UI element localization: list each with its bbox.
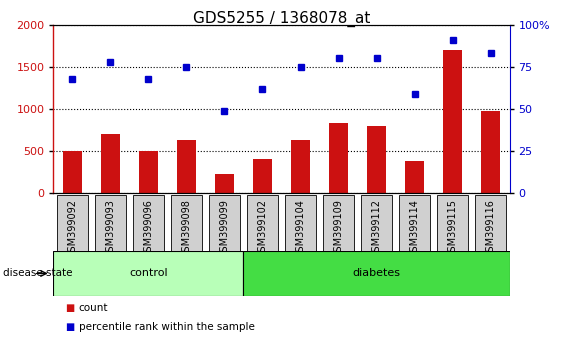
- Text: percentile rank within the sample: percentile rank within the sample: [79, 322, 254, 332]
- Bar: [209, 195, 240, 251]
- Bar: [215, 173, 234, 193]
- Text: GSM399102: GSM399102: [257, 199, 267, 258]
- Bar: [399, 195, 430, 251]
- Bar: [443, 50, 462, 193]
- Text: GDS5255 / 1368078_at: GDS5255 / 1368078_at: [193, 11, 370, 27]
- Text: ■: ■: [65, 303, 74, 313]
- Text: GSM399099: GSM399099: [220, 199, 230, 258]
- Text: GSM399112: GSM399112: [372, 199, 382, 258]
- Bar: [437, 195, 468, 251]
- Bar: [405, 161, 424, 193]
- Bar: [171, 195, 202, 251]
- Bar: [101, 134, 120, 193]
- Bar: [253, 159, 272, 193]
- Text: GSM399093: GSM399093: [105, 199, 115, 258]
- Bar: [475, 195, 506, 251]
- Bar: [367, 126, 386, 193]
- Text: GSM399096: GSM399096: [144, 199, 154, 258]
- Text: diabetes: diabetes: [352, 268, 400, 279]
- Bar: [481, 112, 500, 193]
- Bar: [53, 251, 243, 296]
- Text: GSM399114: GSM399114: [409, 199, 419, 258]
- Bar: [95, 195, 126, 251]
- Bar: [285, 195, 316, 251]
- Text: GSM399109: GSM399109: [333, 199, 343, 258]
- Text: GSM399115: GSM399115: [448, 199, 458, 258]
- Text: ■: ■: [65, 322, 74, 332]
- Bar: [57, 195, 88, 251]
- Bar: [133, 195, 164, 251]
- Bar: [177, 140, 196, 193]
- Text: GSM399104: GSM399104: [296, 199, 306, 258]
- Bar: [247, 195, 278, 251]
- Bar: [361, 195, 392, 251]
- Bar: [139, 151, 158, 193]
- Text: GSM399098: GSM399098: [181, 199, 191, 258]
- Text: control: control: [129, 268, 168, 279]
- Bar: [323, 195, 354, 251]
- Bar: [291, 140, 310, 193]
- Bar: [63, 151, 82, 193]
- Text: count: count: [79, 303, 108, 313]
- Bar: [243, 251, 510, 296]
- Text: disease state: disease state: [3, 268, 72, 279]
- Text: GSM399116: GSM399116: [485, 199, 495, 258]
- Bar: [329, 123, 348, 193]
- Text: GSM399092: GSM399092: [68, 199, 78, 258]
